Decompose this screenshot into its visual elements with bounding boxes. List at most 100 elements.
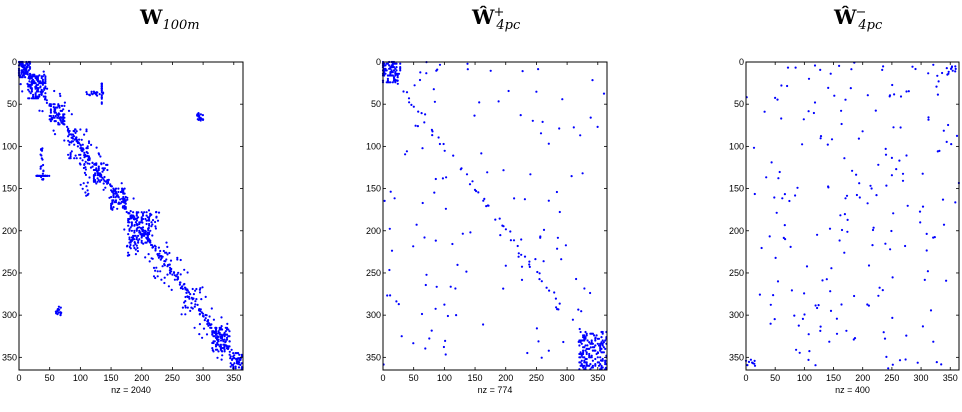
- spy-point: [593, 346, 596, 349]
- spy-point: [84, 173, 87, 176]
- spy-point: [75, 157, 78, 160]
- spy-point: [801, 143, 804, 146]
- spy-point: [555, 306, 558, 309]
- spy-point: [413, 84, 416, 87]
- spy-point: [553, 291, 556, 294]
- x-tick-label: 300: [560, 373, 575, 383]
- spy-point: [41, 83, 45, 86]
- spy-point: [947, 72, 950, 75]
- spy-point: [589, 291, 592, 295]
- spy-point: [223, 348, 226, 351]
- spy-point: [887, 367, 890, 370]
- spy-point: [217, 350, 220, 353]
- spy-point: [36, 76, 40, 80]
- spy-point: [747, 360, 751, 363]
- spy-point: [466, 62, 469, 65]
- spy-point: [191, 287, 194, 291]
- spy-point: [891, 276, 894, 279]
- spy-point: [601, 330, 604, 334]
- spy-point: [68, 141, 71, 144]
- spy-point: [434, 239, 437, 242]
- spy-point: [97, 165, 100, 168]
- spy-point: [157, 256, 160, 259]
- spy-point: [877, 163, 880, 166]
- spy-point: [468, 183, 472, 186]
- spy-point: [58, 104, 61, 107]
- spy-point: [21, 76, 24, 79]
- spy-point: [194, 300, 197, 303]
- spy-point: [223, 343, 226, 347]
- spy-point: [414, 124, 417, 127]
- spy-point: [94, 172, 97, 175]
- spy-point: [494, 218, 497, 221]
- spy-point: [803, 292, 806, 295]
- spy-point: [127, 219, 130, 222]
- spy-point: [240, 362, 243, 365]
- y-tick-label: 150: [366, 184, 381, 194]
- spy-point: [561, 98, 564, 101]
- spy-point: [237, 366, 241, 369]
- spy-point: [111, 208, 114, 211]
- spy-point: [114, 199, 118, 202]
- spy-point: [36, 78, 40, 81]
- spy-point: [535, 327, 538, 330]
- spy-point: [176, 256, 179, 259]
- spy-point: [232, 363, 235, 366]
- spy-point: [200, 298, 203, 301]
- spy-point: [88, 162, 91, 165]
- spy-point: [583, 346, 586, 349]
- spy-point: [220, 337, 223, 340]
- spy-point: [189, 293, 192, 296]
- spy-point: [41, 78, 45, 81]
- spy-point: [223, 346, 226, 349]
- spy-point: [167, 285, 170, 288]
- spy-point: [26, 82, 29, 85]
- spy-point: [24, 64, 27, 67]
- spy-point: [558, 210, 561, 214]
- spy-point: [884, 242, 887, 245]
- spy-point: [21, 90, 24, 93]
- spy-point: [905, 154, 908, 157]
- spy-point: [137, 239, 140, 242]
- spy-point: [53, 133, 57, 136]
- spy-point: [181, 287, 184, 290]
- spy-point: [772, 294, 775, 297]
- spy-point: [399, 67, 402, 70]
- spy-point: [36, 174, 39, 177]
- spy-point: [232, 352, 235, 355]
- spy-point: [128, 221, 131, 224]
- spy-point: [945, 67, 948, 70]
- spy-point: [509, 239, 512, 242]
- spy-point: [41, 110, 44, 113]
- spy-point: [156, 270, 159, 273]
- spy-point: [954, 65, 957, 68]
- spy-point: [100, 96, 103, 99]
- spy-point: [145, 219, 148, 222]
- spy-point: [579, 134, 582, 137]
- spy-point: [813, 101, 817, 104]
- spy-point: [435, 285, 438, 288]
- spy-point: [819, 68, 822, 71]
- y-tick-label: 100: [366, 141, 381, 151]
- spy-point: [59, 94, 62, 98]
- spy-point: [158, 252, 161, 255]
- spy-point: [22, 64, 25, 67]
- spy-point: [68, 143, 71, 146]
- spy-point: [103, 167, 106, 170]
- spy-point: [504, 228, 507, 231]
- spy-point: [203, 319, 206, 322]
- spy-point: [526, 351, 529, 355]
- spy-point: [55, 310, 58, 313]
- spy-point: [230, 348, 233, 351]
- spy-point: [538, 278, 541, 281]
- spy-point: [40, 93, 43, 96]
- spy-point: [405, 150, 408, 153]
- spy-point: [132, 217, 135, 221]
- spy-point: [74, 154, 77, 157]
- spy-point: [412, 342, 415, 345]
- y-tick-label: 150: [729, 184, 744, 194]
- spy-point: [86, 193, 89, 197]
- spy-point: [44, 92, 47, 95]
- spy-point: [215, 326, 218, 330]
- spy-point: [178, 281, 182, 284]
